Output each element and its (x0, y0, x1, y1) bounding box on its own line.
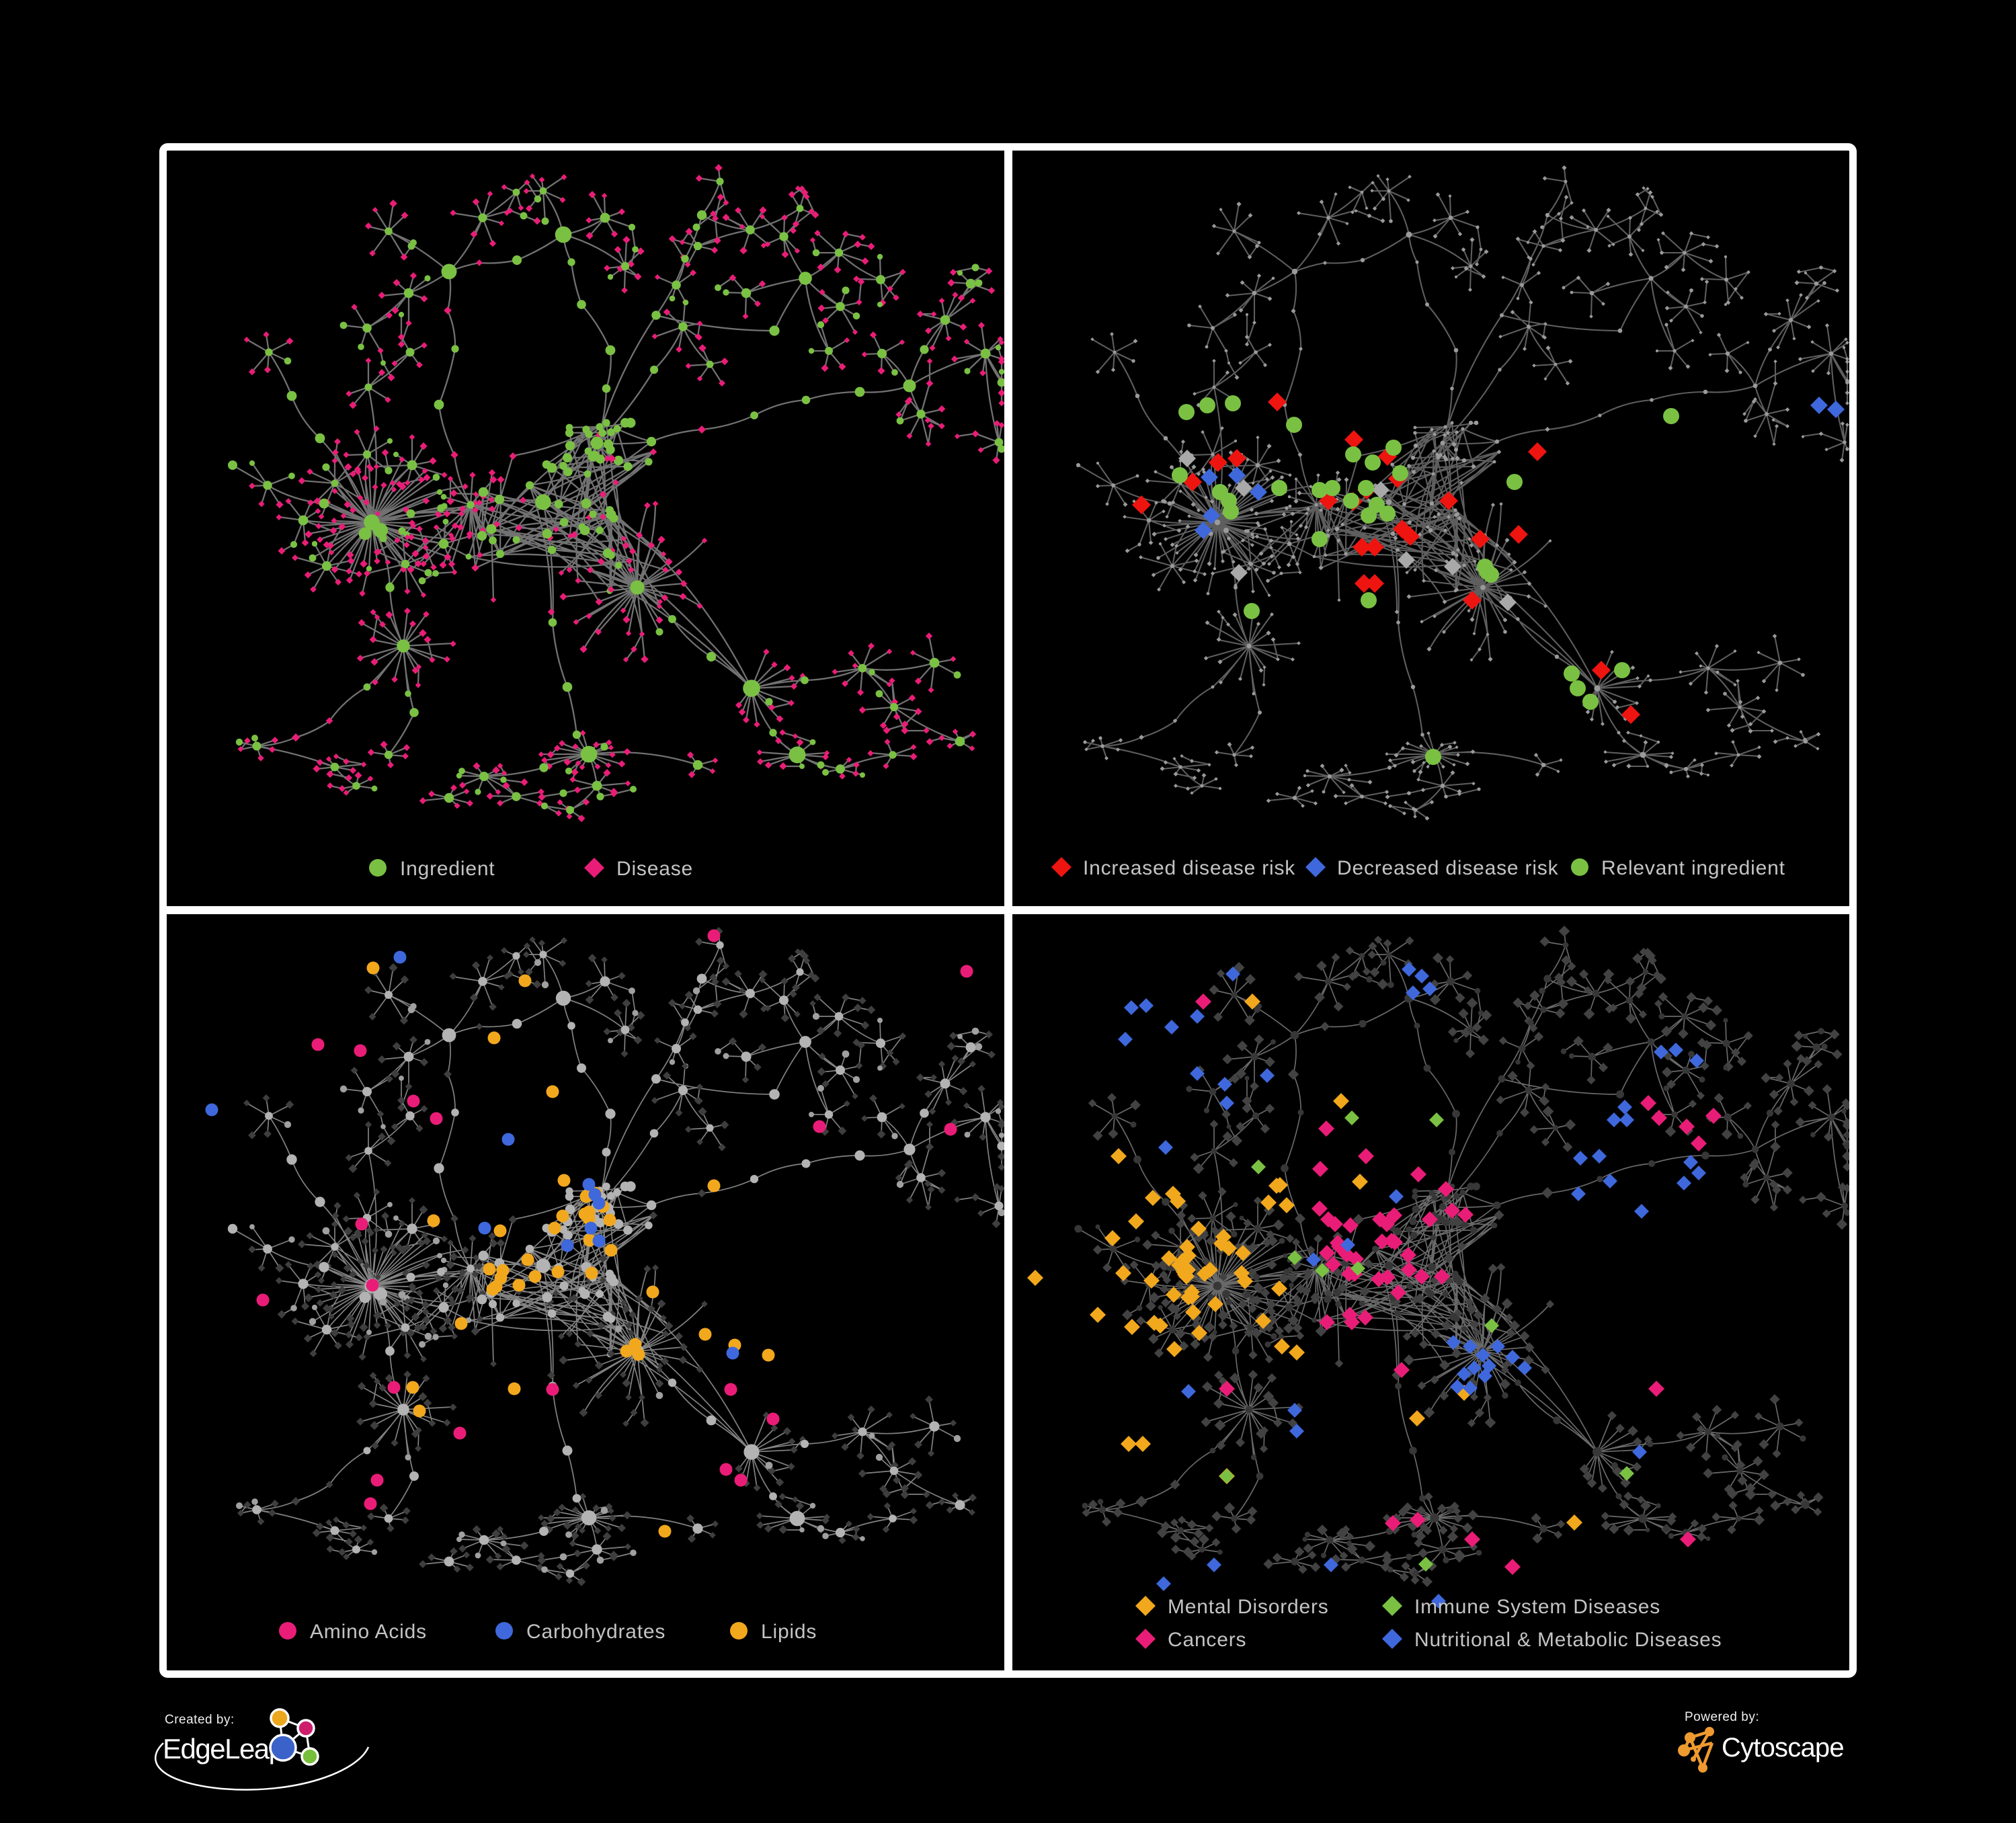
svg-text:Increased disease risk: Increased disease risk (1083, 857, 1295, 879)
svg-text:Nutritional & Metabolic Diseas: Nutritional & Metabolic Diseases (1414, 1629, 1722, 1651)
svg-text:Decreased disease risk: Decreased disease risk (1337, 857, 1559, 879)
svg-text:Mental Disorders: Mental Disorders (1168, 1596, 1329, 1618)
svg-text:Carbohydrates: Carbohydrates (526, 1621, 666, 1643)
svg-text:Amino Acids: Amino Acids (310, 1621, 427, 1643)
svg-text:Powered by:: Powered by: (1685, 1710, 1759, 1724)
svg-text:EdgeLeap: EdgeLeap (163, 1733, 284, 1765)
svg-text:Ingredient: Ingredient (400, 858, 495, 880)
svg-text:Created by:: Created by: (165, 1713, 235, 1727)
svg-text:Immune System Diseases: Immune System Diseases (1414, 1596, 1660, 1618)
svg-text:Cancers: Cancers (1168, 1629, 1246, 1651)
svg-text:Cytoscape: Cytoscape (1722, 1733, 1844, 1763)
svg-text:Relevant ingredient: Relevant ingredient (1601, 857, 1785, 879)
svg-text:Disease: Disease (616, 858, 693, 880)
svg-text:Lipids: Lipids (761, 1621, 817, 1643)
